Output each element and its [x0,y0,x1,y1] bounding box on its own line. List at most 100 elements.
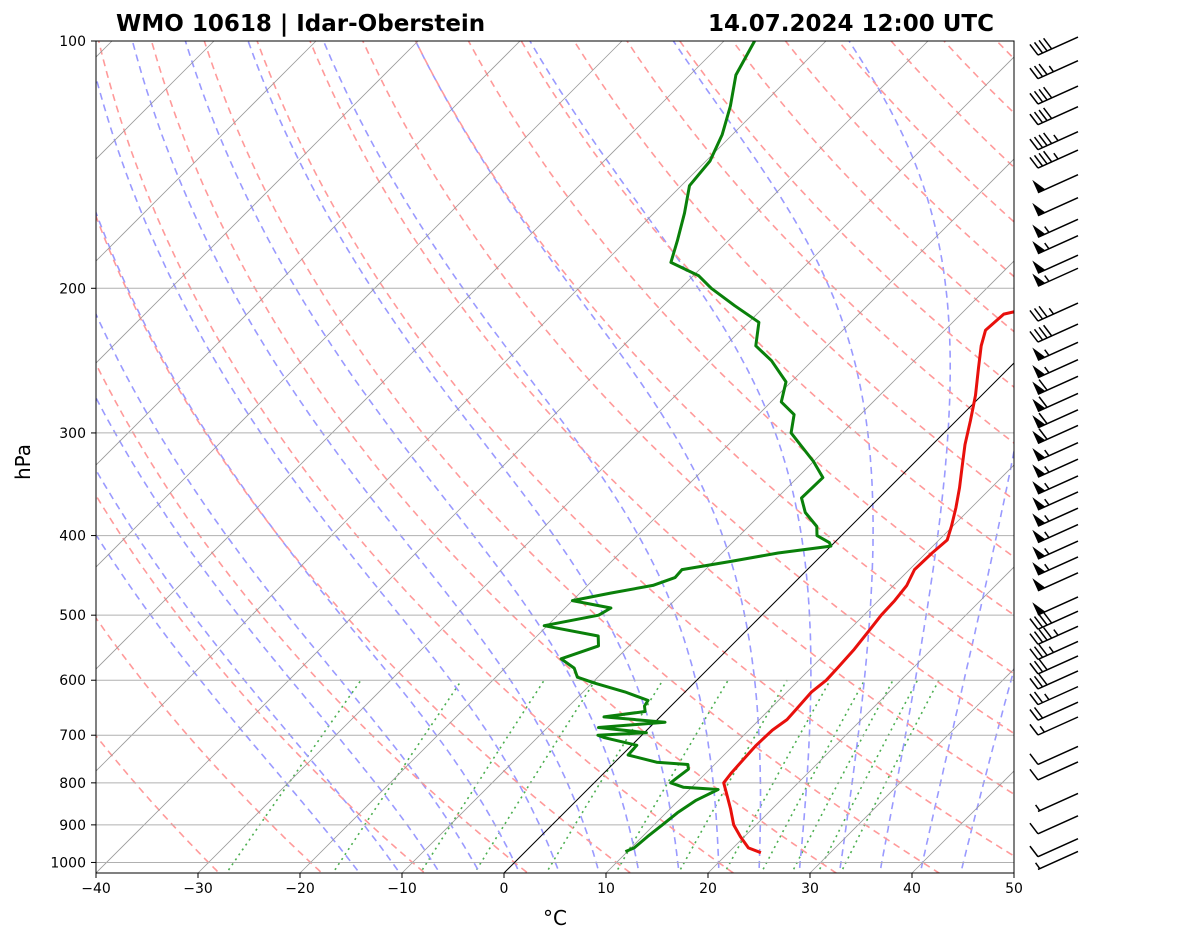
wind-barb-feather [1038,658,1048,671]
wind-barb-feather [1033,646,1044,658]
wind-barb [1029,106,1079,126]
wind-barb [1032,392,1079,413]
wind-barb [1032,523,1079,544]
wind-barb [1032,540,1079,560]
moist-adiabat-line [184,41,640,873]
wind-barb [1029,302,1079,322]
wind-barb [1032,596,1079,616]
wind-barb-feather [1038,428,1048,440]
x-axis-label: °C [543,906,567,930]
wind-barb-feather [1029,330,1039,343]
dewpoint-trace [542,41,833,853]
wind-barb-staff [1037,302,1079,322]
wind-barb-feather [1043,612,1053,624]
wind-barb-feather [1033,660,1044,673]
wind-barb [1029,36,1079,56]
wind-barb-feather [1033,111,1044,124]
wind-barb-staff [1037,685,1079,706]
wind-barb-feather [1043,150,1053,163]
isotherm-line [96,41,419,364]
wind-barb-feather [1038,379,1048,391]
wind-barb-staff [1037,596,1079,616]
wind-barb-staff [1037,36,1079,56]
wind-barb-feather [1033,154,1044,167]
wind-barb-flag [1032,529,1046,543]
wind-barb [1034,792,1079,813]
x-tick-label: 40 [903,881,921,897]
moist-adiabat-line [96,210,521,873]
x-tick-label: −30 [183,881,213,897]
isotherm-line [605,464,1014,873]
dry-adiabat-line [573,41,1014,501]
wind-barb-flag [1032,364,1046,378]
dry-adiabat-line [150,41,838,873]
y-axis-ticks: 100 200 300 400 500 600 700 800 900 1000 [50,34,96,871]
wind-barb-feather [1033,41,1044,54]
y-tick-label: 600 [59,673,86,689]
wind-barbs [1029,36,1079,871]
wind-barb-half-feather [1034,804,1041,812]
isotherm-line [197,56,1014,873]
mixing-ratio-line [839,679,940,873]
dry-adiabat-line [203,41,941,873]
wind-barb-half-feather [1048,307,1055,315]
wind-barb [1029,761,1079,781]
y-tick-label: 500 [59,608,86,624]
wind-barb-flag [1032,347,1046,361]
wind-barb-feather [1038,305,1048,318]
wind-barb [1029,131,1079,151]
wind-barb-staff [1037,85,1079,105]
x-tick-label: −10 [387,881,417,897]
wind-barb-feather [1029,677,1039,690]
wind-barb-flag [1032,464,1046,478]
wind-barb-half-feather [1044,515,1050,522]
x-tick-label: 20 [699,881,717,897]
wind-barb [1029,85,1079,105]
axes-frame [95,40,1015,874]
wind-barb [1032,254,1079,274]
wind-barb-feather [1033,631,1044,643]
moist-adiabat-line [96,312,481,873]
wind-barb [1032,491,1079,511]
dry-adiabat-line [96,493,427,873]
y-tick-label: 700 [59,728,86,744]
wind-barb-feather [1038,152,1048,165]
wind-barb-feather [1033,707,1044,719]
y-tick-label: 800 [59,776,86,792]
wind-barb [1029,323,1079,343]
x-tick-label: 30 [801,881,819,897]
wind-barb-feather [1029,43,1039,56]
wind-barb-staff [1037,106,1079,126]
wind-barb-half-feather [1039,725,1045,733]
wind-barb-feather [1038,644,1048,656]
wind-barb [1029,625,1079,645]
mixing-ratio-line [419,679,545,873]
wind-barb-feather [1029,753,1039,765]
moist-adiabat-line [96,396,441,873]
wind-barb-flag [1032,260,1046,274]
wind-barb-staff [1037,610,1079,630]
mixing-ratio-line [677,679,788,873]
wind-barb-half-feather [1044,563,1050,571]
wind-barb [1029,610,1079,630]
mixing-ratio-line [225,679,362,873]
wind-barb-feather [1033,90,1044,103]
wind-barb-half-feather [1044,693,1050,701]
wind-barb-feather [1029,633,1039,645]
isotherm-line [299,158,1014,873]
wind-barb-feather [1029,92,1039,105]
mixing-ratio-line [760,679,866,873]
wind-barb [1034,850,1079,871]
wind-barb-half-feather [1044,531,1050,539]
isotherm-line [401,260,1014,873]
wind-barb [1029,838,1079,858]
wind-barb [1032,507,1079,527]
wind-barb [1029,745,1079,766]
wind-barb-feather [1038,109,1048,122]
wind-barb-feather [1043,107,1053,120]
wind-barb-flag [1032,513,1046,527]
wind-barb-half-feather [1053,152,1059,160]
wind-barb-flag [1032,179,1046,193]
